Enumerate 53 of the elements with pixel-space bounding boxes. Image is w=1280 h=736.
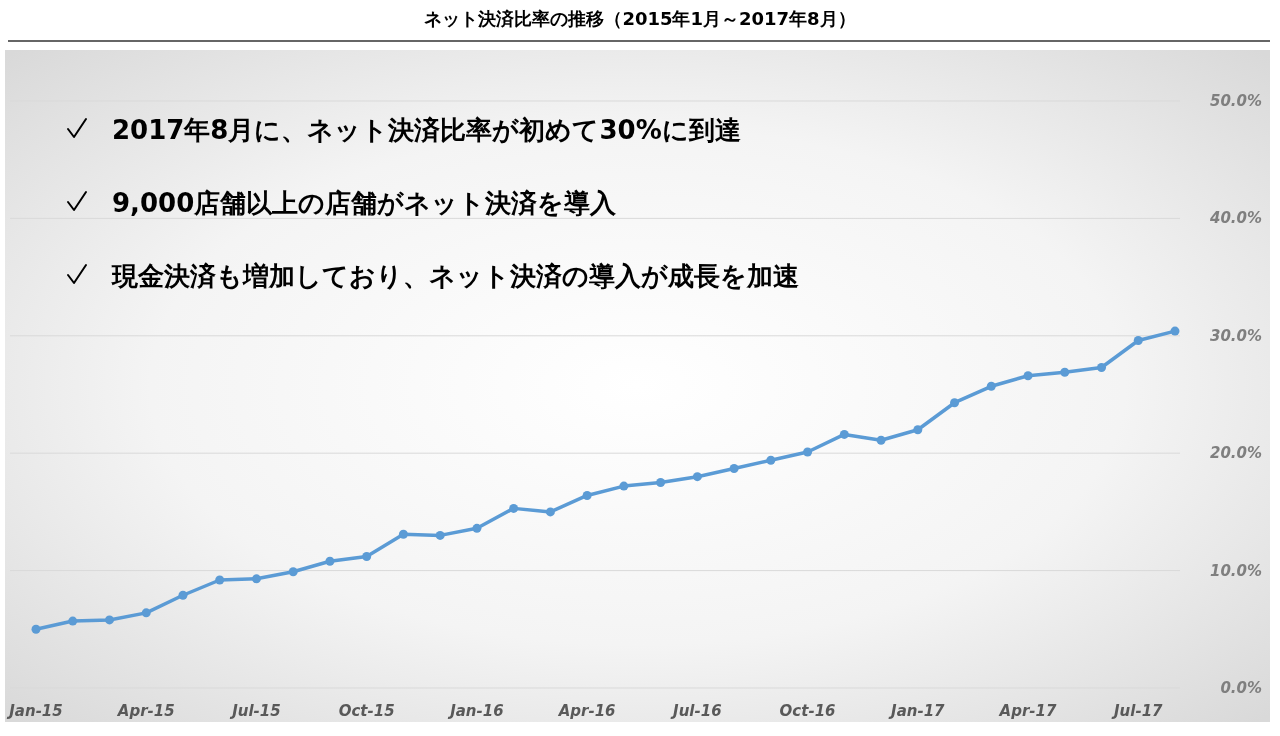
point — [509, 503, 519, 513]
y-tick-label: 30.0% — [1209, 326, 1262, 345]
point — [1133, 336, 1143, 345]
x-tick-label: Jan-15 — [6, 702, 63, 720]
point — [1170, 326, 1180, 336]
point — [692, 472, 702, 482]
chart-title: ネット決済比率の推移（2015年1月～2017年8月） — [424, 8, 856, 29]
x-tick-label: Jan-17 — [888, 702, 946, 720]
y-tick-label: 40.0% — [1208, 209, 1262, 228]
point — [656, 478, 666, 488]
x-tick-label: Apr-15 — [116, 702, 175, 720]
point — [104, 615, 114, 625]
point — [362, 552, 372, 562]
y-tick-label: 50.0% — [1209, 92, 1262, 110]
y-tick-label: 0.0% — [1220, 679, 1262, 697]
point — [729, 463, 739, 473]
point — [398, 529, 408, 539]
x-tick-label: Jul-17 — [1111, 702, 1164, 720]
point — [950, 398, 960, 408]
point — [1023, 371, 1033, 381]
y-tick-label: 20.0% — [1209, 444, 1262, 463]
point — [839, 429, 849, 439]
y-tick-label: 10.0% — [1209, 561, 1262, 580]
x-tick-label: Jul-16 — [670, 702, 722, 720]
point — [215, 575, 225, 585]
x-tick-label: Jan-16 — [447, 702, 504, 720]
point — [178, 590, 188, 600]
point — [876, 435, 886, 445]
point — [141, 608, 151, 618]
x-tick-label: Jul-15 — [229, 702, 281, 720]
point — [325, 556, 335, 566]
point — [31, 624, 41, 634]
point — [68, 616, 78, 626]
annotation: 2017年8月に、ネット決済比率が初めて30%に到達 — [112, 115, 741, 145]
point — [1097, 363, 1107, 372]
point — [251, 574, 261, 584]
x-tick-label: Oct-15 — [338, 702, 395, 720]
x-tick-label: Oct-16 — [779, 702, 836, 720]
x-tick-label: Apr-17 — [998, 702, 1058, 720]
annotation: 現金決済も増加しており、ネット決済の導入が成長を加速 — [111, 261, 799, 291]
point — [803, 447, 813, 457]
point — [288, 567, 298, 577]
point — [435, 530, 445, 540]
point — [582, 490, 592, 500]
point — [545, 507, 555, 517]
point — [986, 381, 996, 391]
point — [913, 425, 923, 435]
annotation: 9,000店舗以上の店舗がネット決済を導入 — [112, 188, 618, 218]
point — [766, 455, 776, 465]
point — [619, 481, 629, 491]
point — [1060, 367, 1070, 377]
x-tick-label: Apr-16 — [557, 702, 616, 720]
point — [472, 523, 482, 533]
